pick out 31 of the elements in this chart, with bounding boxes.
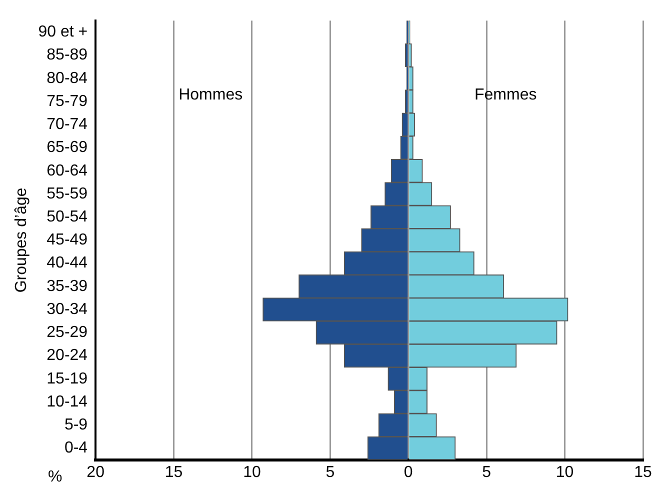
x-tick-label: 10 (243, 464, 261, 481)
x-tick-label: 5 (482, 464, 492, 481)
y-tick-label: 50-54 (46, 208, 88, 226)
annotation: Hommes (178, 86, 243, 104)
x-axis-title: % (48, 468, 62, 486)
x-tick-label: 10 (556, 464, 574, 481)
y-tick-label: 5-9 (64, 416, 88, 434)
y-tick-label: 25-29 (46, 324, 88, 342)
y-tick-label: 35-39 (46, 278, 88, 295)
y-tick-label: 90 et + (38, 24, 88, 41)
y-tick-label: 15-19 (46, 370, 88, 388)
y-tick-label: 70-74 (46, 116, 88, 134)
y-tick-label: 65-69 (46, 139, 88, 156)
y-tick-label: 10-14 (46, 393, 88, 410)
y-axis-title: Groupes d’âge (13, 188, 30, 293)
y-tick-label: 45-49 (46, 232, 88, 249)
x-tick-label: 15 (164, 464, 183, 481)
x-tick-label: 15 (634, 464, 652, 481)
y-tick-label: 30-34 (46, 300, 88, 318)
y-tick-label: 60-64 (46, 162, 88, 180)
x-tick-label: 5 (326, 464, 335, 481)
y-tick-label: 75-79 (46, 92, 88, 110)
y-tick-label: 55-59 (46, 185, 88, 202)
y-tick-label: 40-44 (46, 254, 88, 272)
y-tick-label: 20-24 (46, 347, 88, 364)
annotation: Femmes (474, 86, 537, 104)
x-tick-label: 20 (86, 464, 105, 481)
x-tick-label: 0 (404, 464, 413, 481)
y-tick-label: 80-84 (46, 70, 88, 87)
y-tick-label: 85-89 (46, 46, 88, 64)
y-tick-label: 0-4 (64, 440, 88, 457)
